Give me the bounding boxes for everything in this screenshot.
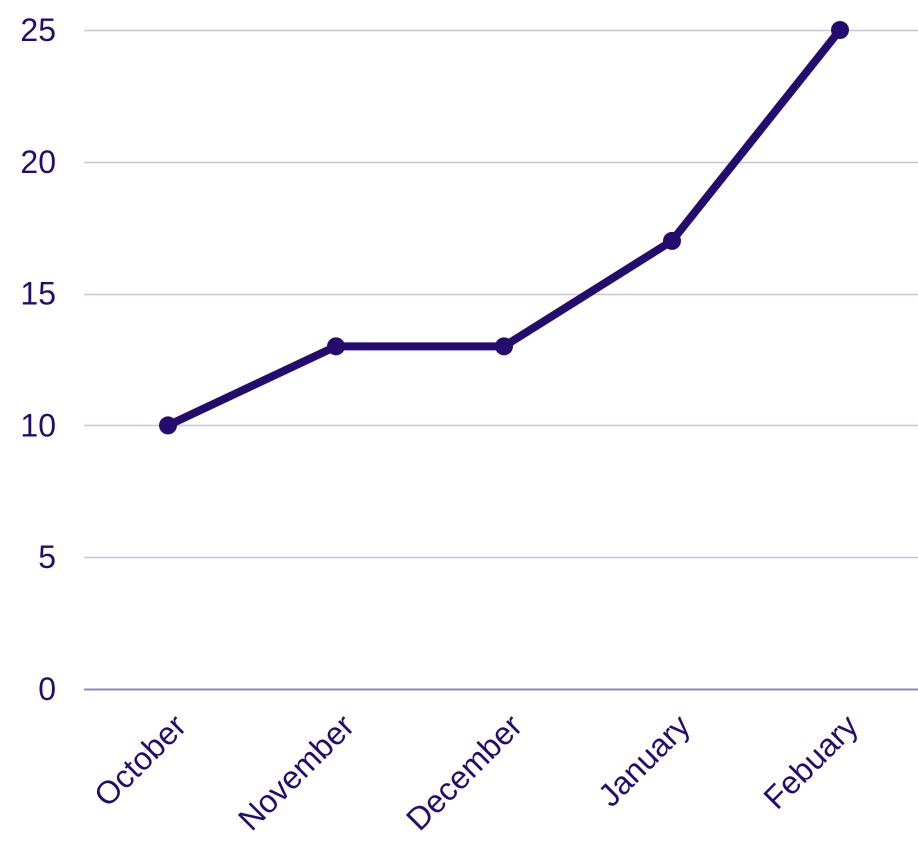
x-axis-tick-labels: October November December January Febuary — [87, 707, 865, 837]
data-point — [495, 337, 513, 356]
series-line — [164, 26, 844, 430]
y-tick-label: 10 — [20, 407, 56, 443]
y-axis-tick-labels: 0 5 10 15 20 25 — [20, 12, 56, 707]
gridlines — [84, 29, 918, 691]
data-point — [663, 231, 681, 250]
y-tick-label: 20 — [20, 144, 56, 180]
x-tick-label: December — [399, 707, 529, 837]
x-tick-label: October — [87, 707, 193, 813]
y-tick-label: 15 — [20, 276, 56, 312]
y-tick-label: 5 — [38, 539, 56, 575]
y-tick-label: 25 — [20, 12, 56, 48]
data-point — [327, 337, 345, 356]
series-layer — [159, 21, 849, 435]
x-tick-label: November — [231, 707, 361, 837]
data-point — [159, 416, 177, 435]
data-point — [831, 21, 849, 39]
x-tick-label: Febuary — [756, 707, 864, 815]
y-tick-label: 0 — [38, 671, 56, 707]
x-tick-label: January — [591, 707, 697, 813]
